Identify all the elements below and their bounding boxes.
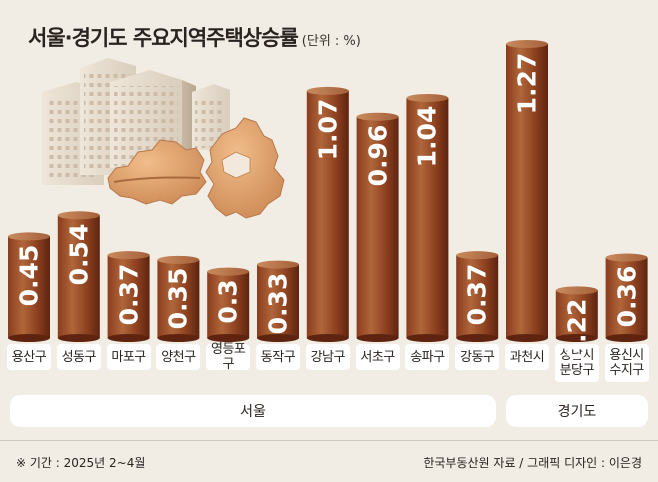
gyeonggi-map-icon	[205, 117, 285, 219]
bar-top-5	[257, 260, 299, 269]
value-label-1: 0.54	[64, 223, 94, 286]
bar-2	[107, 255, 150, 338]
bar-0	[8, 236, 50, 338]
bar-7	[356, 116, 399, 338]
bar-base-6	[306, 334, 349, 342]
value-label-3: 0.35	[163, 268, 193, 330]
bar-top-0	[8, 232, 50, 241]
footer-divider	[0, 440, 658, 441]
category-label-11: 성남시 분당구	[554, 344, 599, 382]
bar-base-3	[157, 334, 200, 342]
chart-title-text: 서울·경기도 주요지역주택상승률	[28, 26, 299, 50]
chart-title: 서울·경기도 주요지역주택상승률 (단위 : %)	[28, 22, 361, 52]
value-label-5: 0.33	[263, 272, 293, 335]
value-label-6: 1.07	[313, 99, 343, 161]
category-label-1: 성동구	[56, 344, 101, 370]
value-label-2: 0.37	[113, 263, 143, 326]
bar-top-11	[555, 286, 598, 295]
bar-top-1	[57, 211, 100, 220]
category-label-9: 강동구	[455, 344, 500, 370]
category-label-10: 과천시	[505, 344, 549, 370]
category-label-5: 동작구	[256, 344, 300, 370]
category-label-6: 강남구	[305, 344, 350, 370]
bar-6	[306, 90, 349, 338]
bar-1	[57, 215, 100, 338]
category-label-8: 송파구	[405, 344, 450, 370]
value-label-9: 0.37	[462, 263, 492, 326]
value-label-10: 1.27	[512, 52, 542, 114]
bar-top-2	[107, 251, 150, 260]
category-label-0: 용산구	[7, 344, 51, 370]
group-label-seoul: 서울	[10, 395, 496, 427]
bar-4	[207, 271, 250, 338]
value-label-8: 1.04	[412, 106, 442, 168]
bar-base-0	[8, 334, 50, 342]
category-label-12: 용신시 수지구	[604, 344, 649, 382]
bar-top-6	[306, 86, 349, 95]
bar-base-2	[107, 334, 150, 342]
bar-top-3	[157, 255, 200, 264]
value-label-4: 0.3	[213, 279, 243, 324]
bar-12	[605, 257, 648, 338]
bar-base-11	[555, 334, 598, 342]
bar-9	[456, 255, 499, 338]
seoul-map-icon	[107, 139, 207, 205]
group-label-seoul-text: 서울	[240, 404, 266, 420]
bar-base-4	[207, 334, 250, 342]
bar-base-7	[356, 334, 399, 342]
category-label-3: 양천구	[156, 344, 201, 370]
bar-top-4	[207, 267, 250, 276]
group-label-gyeonggi: 경기도	[506, 395, 648, 427]
bar-top-9	[456, 251, 499, 260]
unit-label: (단위 : %)	[301, 34, 361, 49]
footer-period: ※ 기간 : 2025년 2~4월	[16, 456, 146, 470]
category-label-7: 서초구	[355, 344, 400, 370]
bar-base-10	[506, 334, 548, 342]
group-label-gyeonggi-text: 경기도	[557, 404, 597, 420]
bar-base-1	[57, 334, 100, 342]
bar-10	[506, 44, 548, 338]
bar-8	[406, 97, 449, 338]
bar-top-7	[356, 112, 399, 121]
bar-base-8	[406, 334, 449, 342]
bar-5	[257, 264, 299, 338]
category-label-2: 마포구	[106, 344, 151, 370]
bar-top-10	[506, 40, 548, 48]
footer-credit: 한국부동산원 자료 / 그래픽 디자인 : 이은경	[423, 456, 642, 470]
bar-3	[157, 259, 200, 338]
bar-base-5	[257, 334, 299, 342]
value-label-12: 0.36	[611, 265, 641, 328]
bar-top-8	[406, 93, 449, 102]
value-label-0: 0.45	[14, 244, 44, 307]
bar-11	[555, 290, 598, 338]
bar-base-9	[456, 334, 499, 342]
category-label-4: 영등포구	[206, 342, 251, 372]
bar-top-12	[605, 253, 648, 262]
value-label-7: 0.96	[362, 124, 392, 187]
bar-base-12	[605, 334, 648, 342]
value-label-11: 0.22	[562, 298, 592, 361]
